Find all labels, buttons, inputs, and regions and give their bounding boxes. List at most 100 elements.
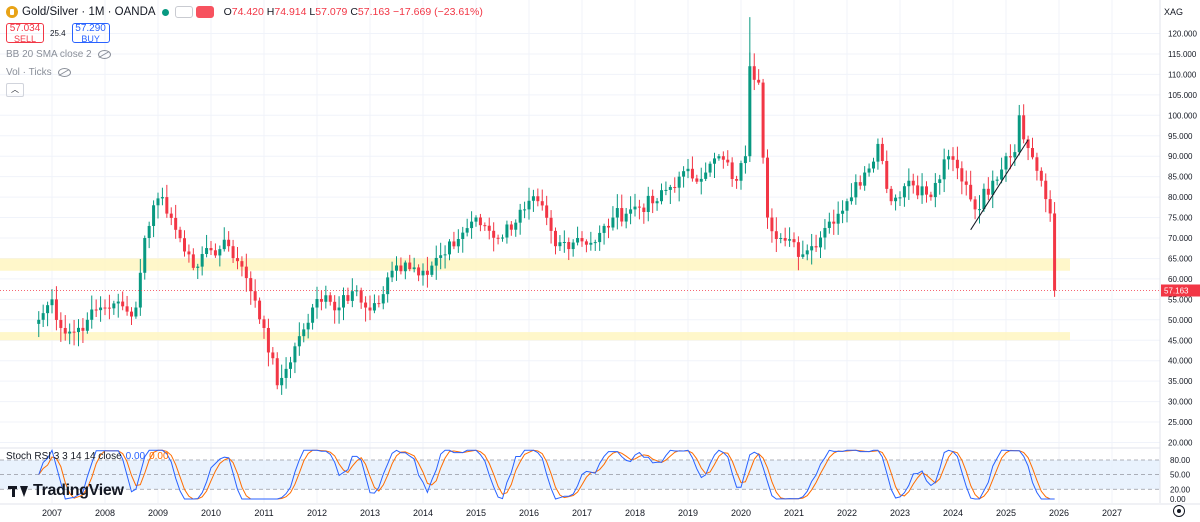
candle <box>355 285 359 297</box>
candle-body <box>602 225 606 233</box>
candle-body <box>160 197 164 199</box>
candle <box>576 226 580 246</box>
axis-unit-label[interactable]: XAG <box>1164 7 1184 17</box>
gear-icon[interactable] <box>1173 505 1185 517</box>
candle-body <box>907 180 911 187</box>
candle <box>986 177 990 201</box>
candle-body <box>518 209 522 223</box>
candle-body <box>77 327 80 333</box>
candle-body <box>567 242 571 250</box>
candle-body <box>960 168 964 182</box>
candle <box>41 304 45 328</box>
candle-body <box>986 188 990 195</box>
candle <box>425 256 429 288</box>
price-tick-label: 30.000 <box>1168 398 1193 407</box>
indicator-bb[interactable]: BB 20 SMA close 2 <box>6 47 483 61</box>
candle-body <box>425 270 429 275</box>
candle-body <box>531 196 535 201</box>
price-tick-label: 80.000 <box>1168 193 1193 202</box>
candle <box>183 230 186 257</box>
candle-body <box>902 186 906 198</box>
candle <box>867 163 871 177</box>
candle <box>761 78 765 164</box>
compare-icon[interactable] <box>174 6 193 18</box>
candle-body <box>399 265 403 272</box>
candle <box>624 207 628 229</box>
candle-body <box>633 206 637 210</box>
candle-body <box>280 377 284 386</box>
candle-body <box>598 232 602 243</box>
candle <box>695 174 699 184</box>
candle-body <box>474 217 478 222</box>
candle-body <box>470 221 474 229</box>
candle-body <box>240 261 244 267</box>
candle <box>978 195 981 224</box>
candles <box>37 17 1057 395</box>
candle-body <box>337 307 341 311</box>
flag-icon[interactable] <box>195 6 214 18</box>
candle-body <box>854 182 858 198</box>
candle-body <box>116 301 120 304</box>
year-tick-label: 2009 <box>148 508 168 518</box>
candle <box>59 312 63 342</box>
collapse-legend-button[interactable]: ︿ <box>6 83 24 97</box>
year-tick-label: 2023 <box>890 508 910 518</box>
year-tick-label: 2018 <box>625 508 645 518</box>
price-tick-label: 90.000 <box>1168 152 1193 161</box>
tradingview-logo[interactable]: TradingView <box>8 482 124 500</box>
candle-body <box>788 239 792 241</box>
candle <box>381 286 385 310</box>
candle <box>911 173 915 194</box>
candle-body <box>607 225 610 228</box>
candle-body <box>395 265 398 271</box>
symbol-title[interactable]: Gold/Silver · 1M · OANDA <box>22 6 156 18</box>
spread-value: 25.4 <box>50 28 66 38</box>
candle-body <box>297 336 301 347</box>
buy-button[interactable]: 57.290 BUY <box>71 23 110 44</box>
candle-body <box>1026 139 1030 149</box>
hidden-eye-icon[interactable] <box>57 67 71 77</box>
indicator-volume[interactable]: Vol · Ticks <box>6 65 483 79</box>
candle-body <box>461 232 465 240</box>
sell-button[interactable]: 57.034 SELL <box>6 23 44 44</box>
candle-body <box>558 242 562 247</box>
candle <box>637 199 641 220</box>
candle-body <box>1013 152 1017 158</box>
candle <box>752 53 756 91</box>
candle-body <box>112 303 116 309</box>
candle <box>492 222 496 252</box>
candle-body <box>819 237 822 248</box>
candle-body <box>46 305 50 314</box>
candle-body <box>231 246 235 259</box>
candle <box>554 227 557 255</box>
candle <box>677 171 681 202</box>
candle <box>611 206 615 231</box>
hidden-eye-icon[interactable] <box>97 49 111 59</box>
candle <box>121 291 125 311</box>
candle <box>130 307 133 326</box>
candle-body <box>571 242 575 250</box>
price-tick-label: 45.000 <box>1168 336 1193 345</box>
stoch-k-line <box>38 448 1055 500</box>
candle-body <box>1022 115 1026 140</box>
candle-body <box>832 221 836 224</box>
candle-body <box>964 181 968 185</box>
candle-body <box>355 290 359 292</box>
candle-body <box>408 262 412 270</box>
candle <box>138 258 142 316</box>
year-tick-label: 2026 <box>1049 508 1069 518</box>
candle <box>801 240 805 259</box>
candle <box>531 189 535 212</box>
candle <box>37 311 41 338</box>
candle <box>876 138 880 170</box>
candle <box>227 231 231 252</box>
candle <box>832 209 836 235</box>
candle <box>1000 157 1004 184</box>
candle-body <box>293 346 297 363</box>
candle <box>448 239 451 261</box>
candle-body <box>85 319 89 331</box>
candle-body <box>311 307 315 323</box>
stoch-rsi-legend[interactable]: Stoch RSI 3 3 14 14 close 0.00 0.00 <box>6 451 169 462</box>
stoch-rsi-pane[interactable] <box>0 447 1160 500</box>
